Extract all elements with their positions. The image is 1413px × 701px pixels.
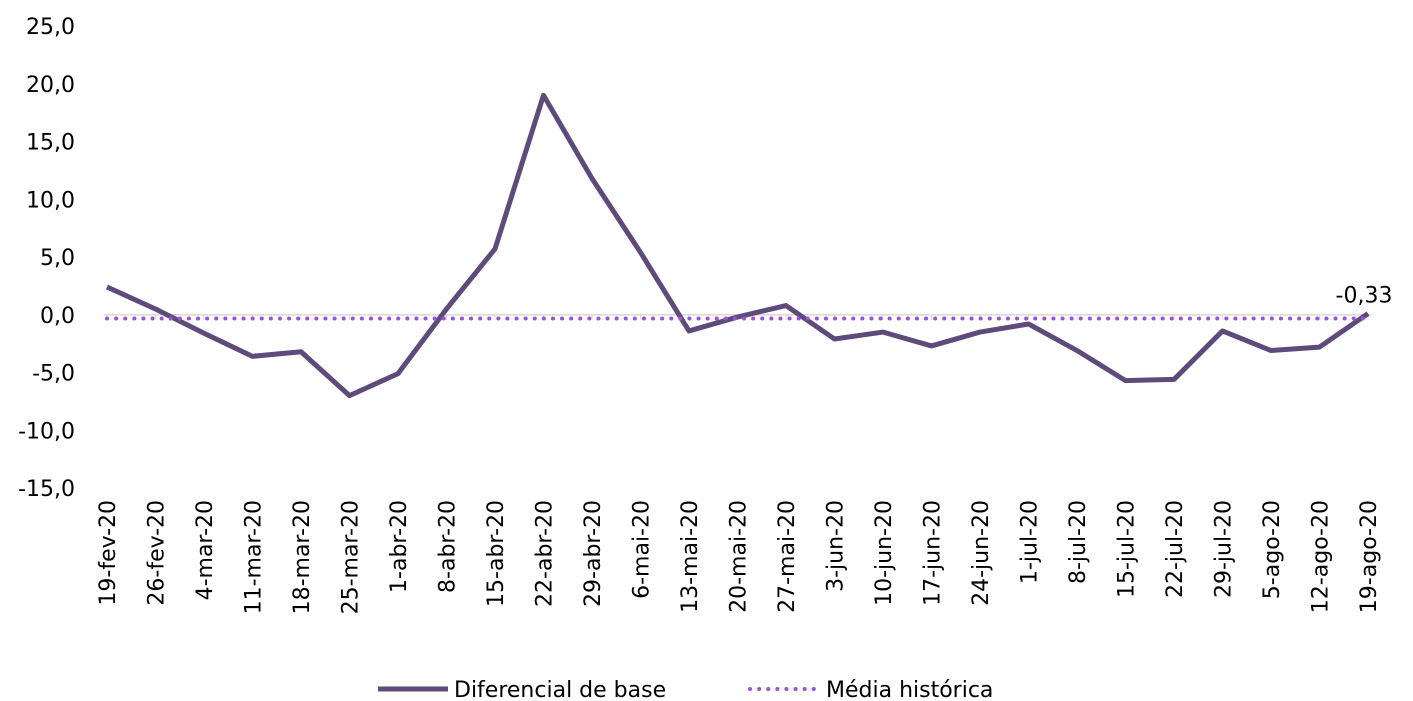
x-tick-label: 27-mai-20 xyxy=(775,500,800,613)
x-tick-label: 29-jul-20 xyxy=(1212,500,1237,598)
x-tick-label: 15-abr-20 xyxy=(484,500,509,607)
x-tick-label: 12-ago-20 xyxy=(1309,500,1334,613)
x-tick-label: 22-abr-20 xyxy=(533,500,558,607)
legend-label: Diferencial de base xyxy=(454,678,666,701)
x-tick-label: 5-ago-20 xyxy=(1260,500,1285,599)
y-tick-label: -5,0 xyxy=(32,362,75,387)
x-tick-label: 26-fev-20 xyxy=(145,500,170,606)
y-tick-label: 20,0 xyxy=(26,73,75,98)
y-tick-label: 10,0 xyxy=(26,188,75,213)
x-tick-label: 8-jul-20 xyxy=(1066,500,1091,584)
x-tick-label: 20-mai-20 xyxy=(727,500,752,613)
x-tick-label: 29-abr-20 xyxy=(581,500,606,607)
legend-label: Média histórica xyxy=(826,678,993,701)
x-tick-label: 8-abr-20 xyxy=(436,500,461,593)
x-tick-label: 22-jul-20 xyxy=(1163,500,1188,598)
y-tick-label: 5,0 xyxy=(40,246,75,271)
y-tick-label: 0,0 xyxy=(40,304,75,329)
x-tick-label: 18-mar-20 xyxy=(290,500,315,614)
x-tick-label: 19-ago-20 xyxy=(1357,500,1382,613)
x-tick-label: 11-mar-20 xyxy=(242,500,267,614)
data-label: -0,33 xyxy=(1336,284,1393,309)
x-tick-label: 1-abr-20 xyxy=(387,500,412,593)
x-tick-label: 3-jun-20 xyxy=(824,500,849,592)
x-tick-label: 10-jun-20 xyxy=(872,500,897,606)
x-tick-label: 24-jun-20 xyxy=(969,500,994,606)
x-tick-label: 15-jul-20 xyxy=(1115,500,1140,598)
x-tick-label: 17-jun-20 xyxy=(921,500,946,606)
y-tick-label: -15,0 xyxy=(18,477,75,502)
x-tick-label: 19-fev-20 xyxy=(96,500,121,606)
x-tick-label: 25-mar-20 xyxy=(339,500,364,614)
y-tick-label: -10,0 xyxy=(18,419,75,444)
series-line xyxy=(105,92,1370,399)
x-tick-label: 6-mai-20 xyxy=(630,500,655,599)
x-tick-label: 13-mai-20 xyxy=(678,500,703,613)
x-tick-label: 4-mar-20 xyxy=(193,500,218,600)
y-tick-label: 15,0 xyxy=(26,131,75,156)
y-tick-label: 25,0 xyxy=(26,15,75,40)
x-tick-label: 1-jul-20 xyxy=(1018,500,1043,584)
